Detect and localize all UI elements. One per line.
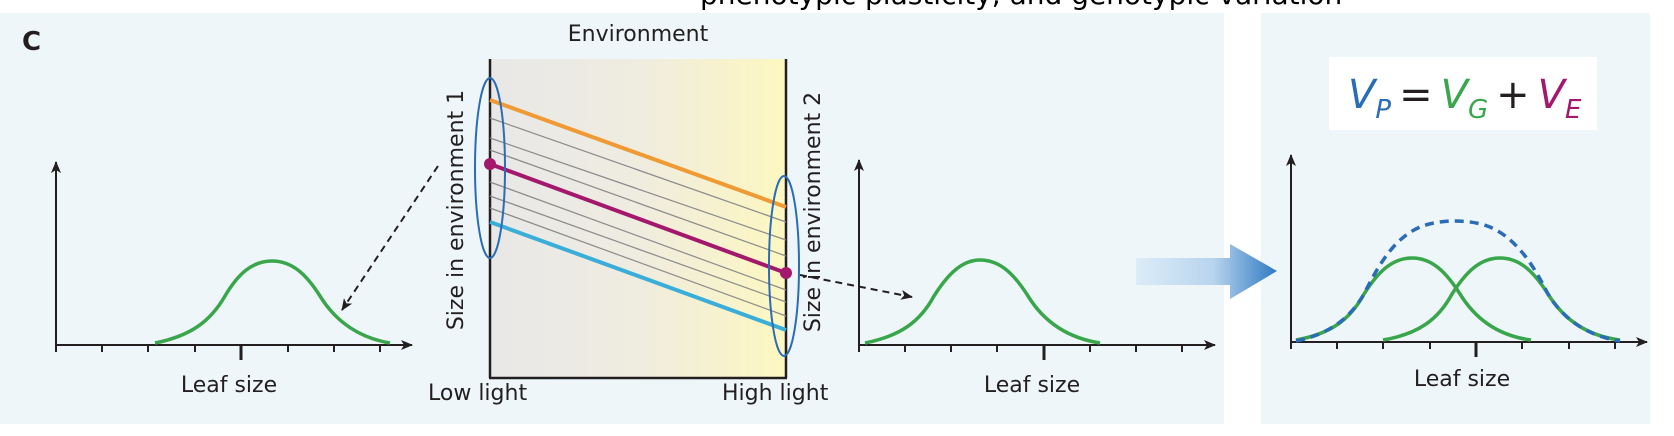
eq-vp: V — [1348, 72, 1378, 118]
reaction-norm-cyan — [489, 220, 787, 332]
high-light-label: High light — [722, 381, 829, 406]
reaction-norm-gray-lines — [489, 117, 787, 317]
dashed-arrow-to-env1 — [341, 165, 439, 311]
graph-env1: Leaf size — [51, 161, 413, 398]
reaction-norm-orange — [489, 98, 787, 209]
eq-vg: V — [1441, 72, 1471, 118]
magenta-point-env2 — [780, 267, 792, 279]
eq-ve-sub: E — [1565, 95, 1582, 125]
left-axis-label: Size in environment 1 — [444, 90, 469, 330]
eq-vp-sub: P — [1375, 95, 1391, 125]
distribution-curve — [154, 259, 391, 345]
env2-selection-ellipse — [768, 175, 800, 357]
panel-label: C — [22, 27, 41, 57]
x-ticks — [1290, 342, 1616, 357]
distribution-curve — [864, 258, 1101, 345]
env1-selection-ellipse — [474, 77, 506, 259]
magenta-point-env1 — [484, 158, 496, 170]
x-axis-label: Leaf size — [984, 373, 1080, 398]
equation-box: VP = VG + VE — [1329, 57, 1597, 130]
eq-equals: = — [1399, 72, 1433, 118]
low-light-label: Low light — [428, 381, 527, 406]
environment-title: Environment — [568, 22, 709, 47]
x-ticks — [55, 345, 381, 360]
reaction-norm-plot: Environment Size in environment 1 Size i… — [428, 22, 829, 406]
eq-ve: V — [1538, 72, 1568, 118]
combined-variance-curve — [1295, 219, 1621, 343]
right-axis-label: Size in environment 2 — [801, 92, 826, 332]
x-axis-label: Leaf size — [181, 373, 277, 398]
svg-text:VP=VG+VE: VP = VG + VE — [1348, 72, 1582, 125]
x-ticks — [858, 345, 1183, 360]
eq-vg-sub: G — [1468, 95, 1488, 125]
clipped-figure-title: phenotypic plasticity, and genotypic var… — [700, 0, 1342, 11]
graph-combined: Leaf size — [1286, 154, 1648, 392]
reaction-norm-magenta — [489, 162, 787, 275]
transition-arrow — [1136, 244, 1277, 299]
eq-plus: + — [1496, 72, 1530, 118]
x-axis-label: Leaf size — [1414, 367, 1510, 392]
distribution-curve-env2 — [1295, 256, 1532, 342]
graph-env2: Leaf size — [854, 159, 1216, 398]
